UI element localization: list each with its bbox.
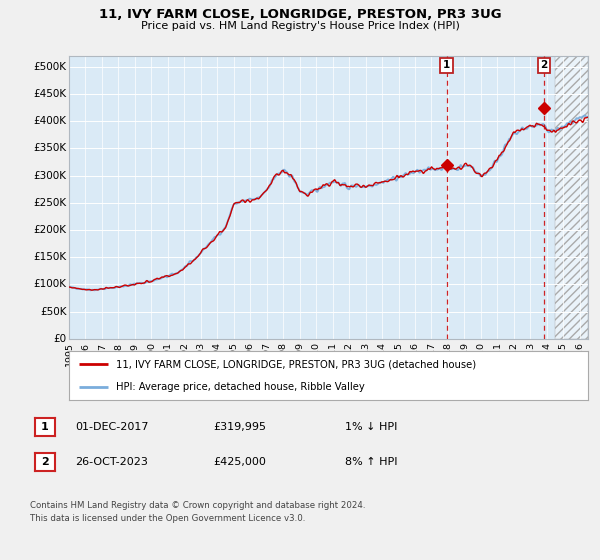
Text: £250K: £250K [33,198,67,208]
Text: 11, IVY FARM CLOSE, LONGRIDGE, PRESTON, PR3 3UG: 11, IVY FARM CLOSE, LONGRIDGE, PRESTON, … [98,8,502,21]
Text: HPI: Average price, detached house, Ribble Valley: HPI: Average price, detached house, Ribb… [116,382,364,392]
Text: Contains HM Land Registry data © Crown copyright and database right 2024.
This d: Contains HM Land Registry data © Crown c… [30,501,365,522]
Text: 1: 1 [443,60,450,70]
Text: 1: 1 [41,422,49,432]
Text: £319,995: £319,995 [213,422,266,432]
Bar [555,56,588,339]
Text: £350K: £350K [33,143,67,153]
Text: Price paid vs. HM Land Registry's House Price Index (HPI): Price paid vs. HM Land Registry's House … [140,21,460,31]
Text: £50K: £50K [40,307,67,316]
Text: 2: 2 [541,60,548,70]
Text: £200K: £200K [34,225,67,235]
Text: £150K: £150K [33,252,67,262]
Text: 01-DEC-2017: 01-DEC-2017 [75,422,149,432]
Text: £0: £0 [53,334,67,344]
Text: 1% ↓ HPI: 1% ↓ HPI [345,422,397,432]
Text: 11, IVY FARM CLOSE, LONGRIDGE, PRESTON, PR3 3UG (detached house): 11, IVY FARM CLOSE, LONGRIDGE, PRESTON, … [116,360,476,370]
Text: £300K: £300K [34,171,67,181]
Text: 8% ↑ HPI: 8% ↑ HPI [345,457,398,467]
Text: £450K: £450K [33,89,67,99]
Text: 2: 2 [41,457,49,467]
Text: £425,000: £425,000 [213,457,266,467]
Bar [555,56,588,339]
Text: £500K: £500K [34,62,67,72]
Text: £400K: £400K [34,116,67,126]
Text: 26-OCT-2023: 26-OCT-2023 [75,457,148,467]
Text: £100K: £100K [34,279,67,290]
